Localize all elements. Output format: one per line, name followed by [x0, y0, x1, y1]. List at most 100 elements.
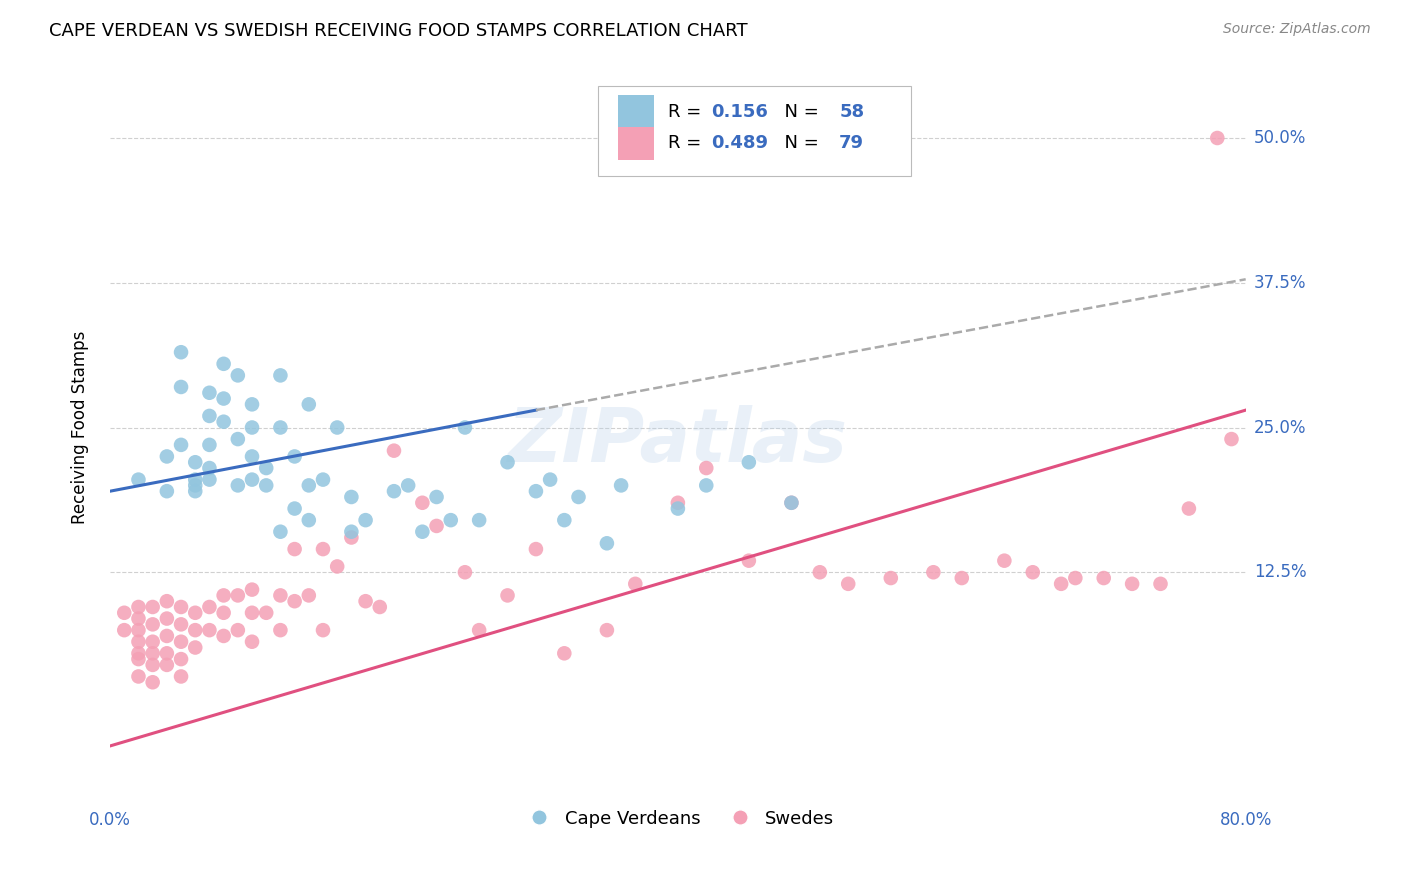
Point [524, 542, 547, 557]
Point [184, 623, 207, 637]
Point [156, 594, 179, 608]
Point [780, 496, 803, 510]
Point [226, 623, 249, 637]
Point [738, 455, 761, 469]
Point [240, 397, 263, 411]
Text: 25.0%: 25.0% [1254, 418, 1306, 436]
Point [695, 478, 717, 492]
Point [127, 652, 149, 666]
Point [666, 496, 689, 510]
Text: 58: 58 [839, 103, 865, 120]
Point [1149, 577, 1171, 591]
Point [284, 501, 307, 516]
Point [538, 473, 561, 487]
Point [468, 513, 491, 527]
Point [396, 478, 419, 492]
Point [496, 589, 519, 603]
Text: R =: R = [668, 103, 707, 120]
FancyBboxPatch shape [599, 87, 911, 177]
Point [1050, 577, 1073, 591]
Point [226, 478, 249, 492]
Point [184, 606, 207, 620]
Y-axis label: Receiving Food Stamps: Receiving Food Stamps [72, 331, 89, 524]
Point [269, 420, 291, 434]
Point [454, 566, 477, 580]
Point [425, 519, 447, 533]
Point [127, 646, 149, 660]
Point [1178, 501, 1201, 516]
Point [212, 392, 235, 406]
Point [142, 634, 165, 648]
Text: 0.489: 0.489 [711, 134, 768, 153]
Point [198, 623, 221, 637]
Point [240, 582, 263, 597]
Point [142, 646, 165, 660]
Point [340, 490, 363, 504]
Point [440, 513, 463, 527]
Point [170, 617, 193, 632]
Point [127, 623, 149, 637]
Point [1121, 577, 1143, 591]
Point [142, 657, 165, 672]
Legend: Cape Verdeans, Swedes: Cape Verdeans, Swedes [515, 803, 842, 835]
Point [666, 501, 689, 516]
Text: 37.5%: 37.5% [1254, 274, 1306, 292]
Point [284, 450, 307, 464]
Point [184, 455, 207, 469]
Point [198, 438, 221, 452]
Point [142, 599, 165, 614]
Point [184, 640, 207, 655]
Point [198, 385, 221, 400]
Point [212, 629, 235, 643]
Point [993, 554, 1015, 568]
Point [411, 524, 433, 539]
Point [922, 566, 945, 580]
Point [254, 478, 277, 492]
Point [127, 611, 149, 625]
Point [269, 589, 291, 603]
Bar [617, 127, 654, 160]
Point [198, 599, 221, 614]
Point [326, 559, 349, 574]
Text: N =: N = [773, 103, 825, 120]
Point [1206, 131, 1229, 145]
Point [240, 450, 263, 464]
Point [170, 669, 193, 683]
Text: 80.0%: 80.0% [1219, 812, 1272, 830]
Point [382, 443, 405, 458]
Text: Source: ZipAtlas.com: Source: ZipAtlas.com [1223, 22, 1371, 37]
Point [198, 473, 221, 487]
Point [156, 450, 179, 464]
Point [184, 484, 207, 499]
Point [198, 461, 221, 475]
Point [170, 599, 193, 614]
Point [298, 589, 321, 603]
Point [269, 623, 291, 637]
Point [340, 531, 363, 545]
Point [212, 589, 235, 603]
Point [170, 634, 193, 648]
Point [312, 473, 335, 487]
Point [454, 420, 477, 434]
Point [496, 455, 519, 469]
Point [212, 606, 235, 620]
Text: 50.0%: 50.0% [1254, 129, 1306, 147]
Point [240, 634, 263, 648]
Text: 79: 79 [839, 134, 865, 153]
Point [127, 634, 149, 648]
Point [326, 420, 349, 434]
Point [212, 357, 235, 371]
Point [425, 490, 447, 504]
Point [184, 473, 207, 487]
Point [156, 657, 179, 672]
Point [112, 623, 135, 637]
Point [312, 623, 335, 637]
Point [312, 542, 335, 557]
Point [212, 415, 235, 429]
Point [880, 571, 903, 585]
Point [284, 594, 307, 608]
Point [269, 368, 291, 383]
Text: CAPE VERDEAN VS SWEDISH RECEIVING FOOD STAMPS CORRELATION CHART: CAPE VERDEAN VS SWEDISH RECEIVING FOOD S… [49, 22, 748, 40]
Point [382, 484, 405, 499]
Text: 0.0%: 0.0% [89, 812, 131, 830]
